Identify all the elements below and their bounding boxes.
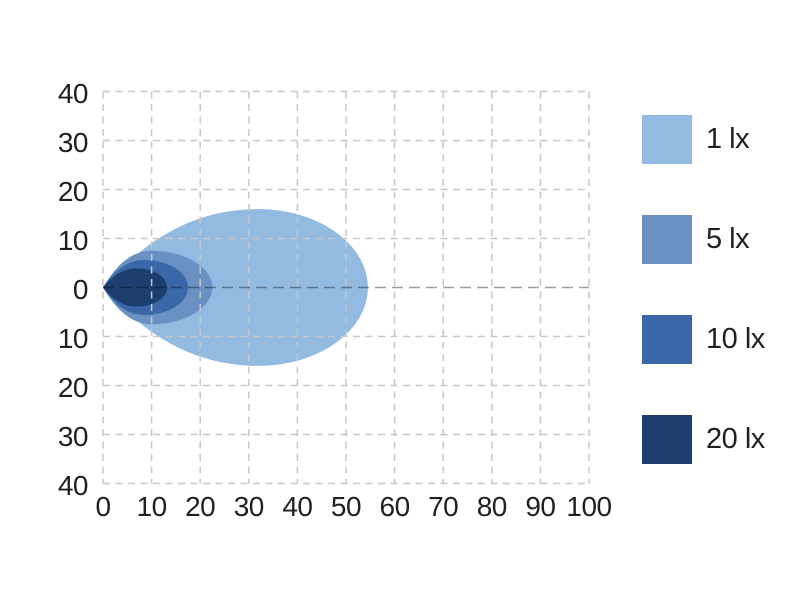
y-tick-label: 10 [57, 322, 89, 354]
legend: 1 lx 5 lx 10 lx 20 lx [642, 115, 765, 515]
x-tick-label: 40 [282, 491, 313, 522]
legend-entry: 20 lx [642, 415, 765, 464]
legend-label: 20 lx [706, 423, 765, 455]
x-tick-label: 0 [95, 491, 111, 522]
legend-label: 10 lx [706, 323, 765, 355]
x-tick-label: 10 [136, 491, 168, 522]
x-tick-label: 20 [185, 491, 216, 522]
y-tick-label: 0 [72, 273, 89, 305]
legend-entry: 10 lx [642, 315, 765, 364]
legend-swatch [642, 315, 692, 364]
x-tick-label: 90 [525, 491, 556, 522]
x-tick-label: 100 [566, 491, 612, 522]
legend-swatch [642, 115, 692, 164]
x-tick-label: 70 [428, 491, 459, 522]
y-tick-label: 20 [57, 175, 89, 207]
x-tick-label: 80 [476, 491, 508, 522]
y-tick-label: 20 [57, 371, 89, 403]
legend-entry: 1 lx [642, 115, 765, 164]
legend-swatch [642, 215, 692, 264]
contour-1-lx [103, 209, 368, 366]
legend-swatch [642, 415, 692, 464]
x-tick-label: 30 [233, 491, 265, 522]
legend-label: 5 lx [706, 223, 750, 255]
x-tick-label: 60 [379, 491, 411, 522]
x-tick-label: 50 [330, 491, 362, 522]
y-tick-label: 30 [57, 420, 89, 452]
legend-label: 1 lx [706, 123, 750, 155]
y-tick-label: 30 [57, 126, 89, 158]
y-tick-label: 40 [57, 77, 89, 109]
y-tick-label: 10 [57, 224, 89, 256]
y-tick-label: 40 [57, 469, 89, 501]
legend-entry: 5 lx [642, 215, 765, 264]
